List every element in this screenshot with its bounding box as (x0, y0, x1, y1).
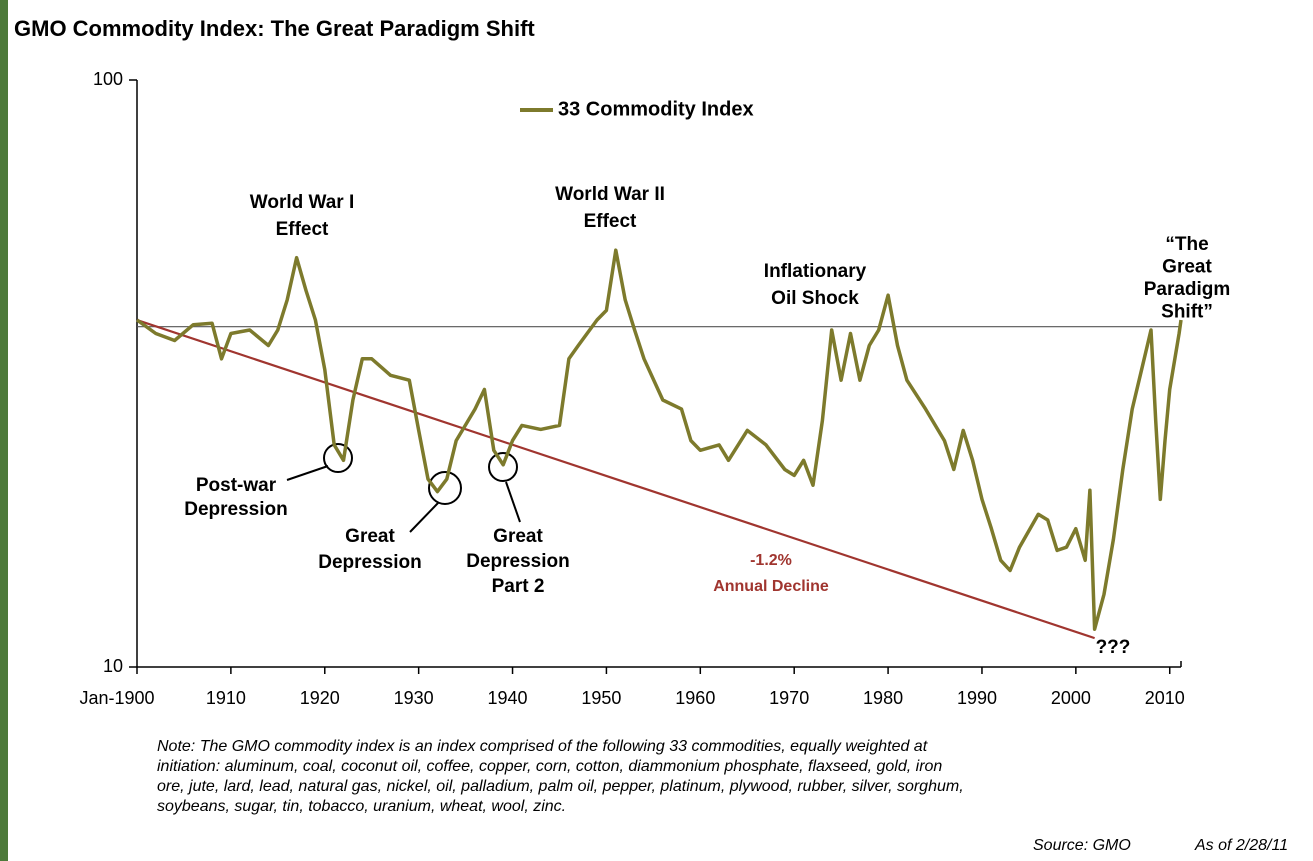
left-strip (0, 0, 8, 861)
annotation: Inflationary (764, 261, 867, 282)
x-tick-label: 1990 (957, 688, 997, 708)
annotation: Oil Shock (771, 288, 859, 309)
note-line: initiation: aluminum, coal, coconut oil,… (157, 758, 942, 775)
x-tick-label: 2000 (1051, 688, 1091, 708)
annotation: Great (345, 526, 395, 547)
trend-line (136, 319, 1095, 640)
annotation: Great (493, 526, 543, 547)
x-tick-label: Jan-1900 (79, 688, 154, 708)
annotation: “The (1165, 234, 1208, 255)
annotation: Post-war (196, 475, 277, 496)
x-tick-label: 1940 (488, 688, 528, 708)
x-tick-label: 1950 (581, 688, 621, 708)
legend-label: 33 Commodity Index (558, 98, 754, 120)
source: Source: GMO (1033, 837, 1131, 854)
callout-pointer (409, 502, 439, 533)
annotation: Depression (184, 499, 287, 520)
callout-circle (323, 443, 353, 473)
annotation: Paradigm (1144, 279, 1231, 300)
annotation: Shift” (1161, 302, 1213, 323)
y-tick-label: 100 (93, 69, 123, 89)
annotation: Depression (318, 552, 421, 573)
annotation: -1.2% (750, 552, 792, 569)
note-line: soybeans, sugar, tin, tobacco, uranium, … (157, 798, 566, 815)
x-tick-label: 1960 (675, 688, 715, 708)
x-tick-label: 1980 (863, 688, 903, 708)
chart-title: GMO Commodity Index: The Great Paradigm … (14, 16, 535, 41)
annotation: Effect (276, 219, 329, 240)
callout-pointer (505, 481, 521, 523)
x-tick-label: 1970 (769, 688, 809, 708)
x-tick-label: 1910 (206, 688, 246, 708)
annotation: World War I (250, 192, 355, 213)
x-tick-label: 2010 (1145, 688, 1185, 708)
annotation: Depression (466, 551, 569, 572)
y-tick-label: 10 (103, 656, 123, 676)
as-of: As of 2/28/11 (1194, 837, 1288, 854)
annotation: Great (1162, 257, 1212, 278)
callout-pointer (286, 465, 329, 481)
annotation: World War II (555, 184, 665, 205)
note-line: Note: The GMO commodity index is an inde… (157, 738, 928, 755)
annotation: Annual Decline (713, 578, 829, 595)
annotation: Part 2 (492, 576, 545, 597)
x-tick-label: 1920 (300, 688, 340, 708)
annotation: Effect (584, 211, 637, 232)
callout-circle (428, 471, 462, 505)
x-tick-label: 1930 (394, 688, 434, 708)
series-line (135, 248, 1183, 631)
note-line: ore, jute, lard, lead, natural gas, nick… (157, 778, 964, 795)
annotation: ??? (1096, 637, 1131, 658)
callout-circle (488, 452, 518, 482)
